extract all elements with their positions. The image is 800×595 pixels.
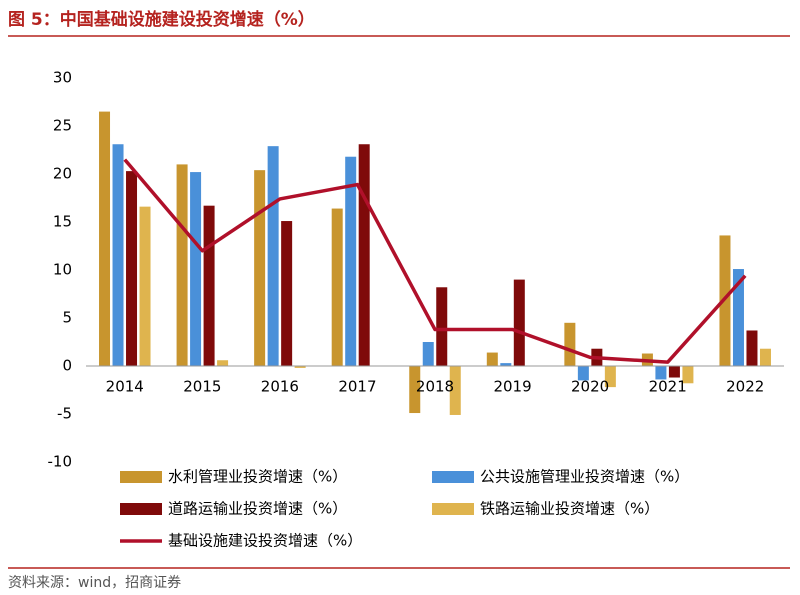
bar bbox=[358, 144, 370, 366]
bar bbox=[500, 363, 512, 366]
legend-label: 水利管理业投资增速（%） bbox=[168, 468, 347, 486]
bar bbox=[345, 156, 357, 366]
y-tick-label: 5 bbox=[62, 309, 72, 327]
bar bbox=[294, 366, 306, 368]
legend-swatch bbox=[120, 471, 162, 483]
bar bbox=[422, 342, 434, 366]
legend-swatch bbox=[120, 503, 162, 515]
y-tick-label: -10 bbox=[48, 453, 73, 471]
bar bbox=[759, 348, 771, 366]
legend-swatch bbox=[432, 471, 474, 483]
bar bbox=[267, 146, 279, 366]
legend-label: 铁路运输业投资增速（%） bbox=[480, 500, 659, 518]
bar bbox=[217, 360, 229, 366]
legend-label: 公共设施管理业投资增速（%） bbox=[480, 468, 689, 486]
y-tick-label: 10 bbox=[53, 261, 72, 279]
bar bbox=[486, 352, 498, 366]
bar bbox=[99, 111, 111, 366]
legend-label: 道路运输业投资增速（%） bbox=[168, 500, 347, 518]
bar bbox=[203, 205, 215, 366]
bar bbox=[746, 330, 758, 366]
chart-title: 图 5：中国基础设施建设投资增速（%） bbox=[8, 9, 315, 30]
legend-label: 基础设施建设投资增速（%） bbox=[168, 532, 362, 550]
bar bbox=[655, 366, 667, 380]
y-tick-label: 25 bbox=[53, 117, 72, 135]
bar bbox=[126, 171, 138, 366]
x-tick-label: 2016 bbox=[261, 378, 299, 396]
bar bbox=[449, 366, 461, 415]
bar bbox=[409, 366, 421, 414]
bar bbox=[564, 322, 576, 366]
bar bbox=[190, 172, 202, 366]
x-tick-label: 2021 bbox=[649, 378, 687, 396]
x-tick-label: 2022 bbox=[726, 378, 764, 396]
legend-swatch bbox=[432, 503, 474, 515]
x-tick-label: 2020 bbox=[571, 378, 609, 396]
x-tick-label: 2018 bbox=[416, 378, 454, 396]
y-tick-label: 15 bbox=[53, 213, 72, 231]
y-tick-label: 0 bbox=[62, 357, 72, 375]
bar bbox=[577, 366, 589, 381]
bar bbox=[112, 144, 124, 366]
x-tick-label: 2019 bbox=[493, 378, 531, 396]
bar bbox=[513, 279, 525, 366]
y-tick-label: -5 bbox=[57, 405, 72, 423]
bar bbox=[682, 366, 694, 384]
bar bbox=[139, 206, 151, 366]
line bbox=[123, 158, 747, 364]
x-tick-label: 2017 bbox=[338, 378, 376, 396]
bar bbox=[331, 208, 343, 366]
bar bbox=[668, 366, 680, 378]
bar bbox=[176, 164, 188, 366]
x-tick-label: 2014 bbox=[106, 378, 144, 396]
bar bbox=[281, 221, 293, 366]
y-tick-label: 30 bbox=[53, 69, 72, 87]
bar bbox=[436, 287, 448, 366]
x-tick-label: 2015 bbox=[183, 378, 221, 396]
bar bbox=[604, 366, 616, 388]
bar bbox=[732, 269, 744, 366]
source: 资料来源：wind，招商证券 bbox=[8, 575, 181, 591]
y-tick-label: 20 bbox=[53, 165, 72, 183]
bar bbox=[254, 170, 266, 366]
